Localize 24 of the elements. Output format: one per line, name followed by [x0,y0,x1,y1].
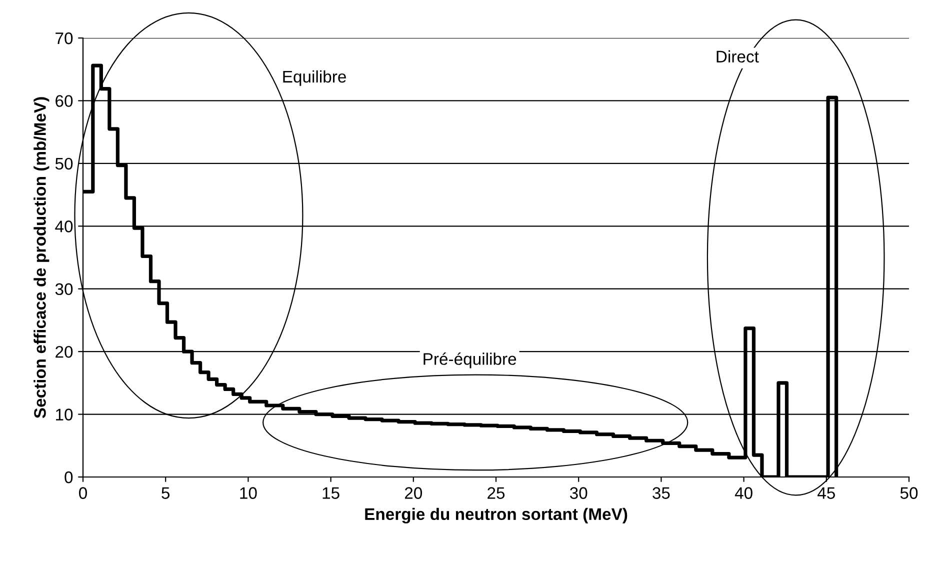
x-tick-label: 20 [404,487,422,499]
y-tick-label: 0 [64,471,73,484]
x-tick-label: 15 [322,487,340,499]
x-tick-label: 50 [900,487,918,499]
annotation: Direct [716,50,759,63]
y-axis-title: Section efficace de production (mb/MeV) [34,97,50,418]
annotation: Pré-équilibre [424,352,516,368]
x-tick-label: 40 [734,487,752,499]
x-tick-label: 45 [818,487,835,499]
x-tick-label: 10 [240,487,257,499]
y-tick-label: 70 [56,32,73,44]
x-tick-label: 30 [570,487,588,499]
y-tick-label: 60 [56,95,73,107]
y-tick-label: 30 [55,283,73,296]
x-tick-label: 0 [79,487,87,499]
x-tick-label: 35 [652,487,670,499]
x-axis-title: Energie du neutron sortant (MeV) [365,508,628,524]
y-tick-label: 10 [56,408,73,420]
y-tick-label: 40 [55,220,73,232]
y-tick-label: 20 [56,346,73,358]
annotation: Equilibre [283,70,346,86]
y-tick-label: 50 [55,158,73,170]
x-tick-label: 25 [488,487,505,499]
x-tick-label: 5 [162,487,170,499]
